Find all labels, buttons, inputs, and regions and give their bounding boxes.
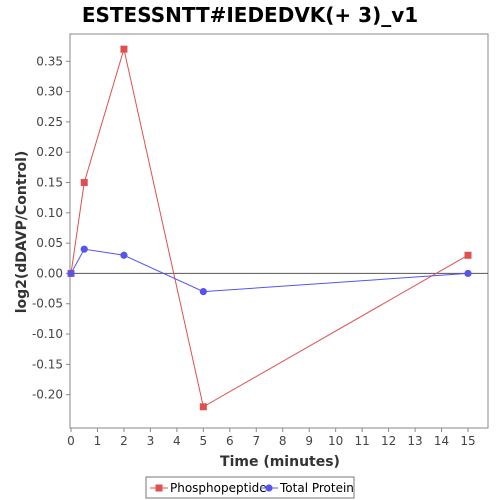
chart-title: ESTESSNTT#IEDEDVK(+ 3)_v1 [82, 3, 418, 27]
legend-marker [265, 484, 273, 492]
x-tick-label: 11 [354, 434, 369, 448]
data-point [464, 269, 472, 278]
x-tick-label: 5 [200, 434, 208, 448]
x-tick-label: 2 [120, 434, 128, 448]
y-axis: -0.20 -0.15 -0.10 -0.05 0.00 0.05 0.10 0.15 0.20… [32, 54, 70, 402]
x-tick-label: 3 [147, 434, 155, 448]
y-tick-label: -0.15 [32, 357, 63, 371]
legend-box [145, 476, 355, 499]
y-tick-label: 0.20 [36, 145, 63, 159]
x-tick-label: 0 [67, 434, 75, 448]
y-tick-label: -0.20 [32, 388, 63, 402]
legend-marker [155, 484, 163, 492]
data-point [464, 251, 472, 259]
y-tick-label: 0.10 [36, 206, 63, 220]
x-tick-label: 14 [434, 434, 449, 448]
data-point [199, 288, 207, 296]
x-tick-label: 1 [94, 434, 102, 448]
y-axis-label: log2(dDAVP/Control) [14, 151, 30, 314]
x-tick-label: 4 [173, 434, 181, 448]
x-tick-label: 9 [305, 434, 313, 448]
data-point [199, 403, 207, 411]
y-tick-label: -0.05 [32, 297, 63, 311]
data-point [120, 45, 128, 53]
x-tick-label: 15 [460, 434, 475, 448]
legend-label: Total Protein [279, 481, 354, 495]
x-axis-label: Time (minutes) [220, 454, 340, 470]
data-point [67, 269, 75, 278]
y-tick-label: 0.25 [36, 115, 63, 129]
x-tick-label: 8 [279, 434, 287, 448]
data-point [80, 179, 88, 187]
y-tick-label: 0.30 [36, 85, 63, 99]
y-tick-label: 0.35 [36, 54, 63, 68]
x-tick-label: 13 [407, 434, 422, 448]
x-tick-label: 12 [381, 434, 396, 448]
legend: Phosphopeptide Total Protein [145, 476, 355, 499]
series-layer [67, 45, 472, 411]
x-tick-label: 10 [328, 434, 343, 448]
y-tick-label: 0.05 [36, 236, 63, 250]
y-tick-label: 0.15 [36, 176, 63, 190]
y-tick-label: -0.10 [32, 327, 63, 341]
x-tick-label: 7 [252, 434, 260, 448]
x-axis: 0 1 2 3 4 5 6 7 8 9 10 11 12 13 14 15 [67, 428, 476, 448]
series-1 [67, 245, 472, 296]
y-tick-label: 0.00 [36, 266, 63, 280]
data-point [120, 251, 128, 259]
plot-area [69, 33, 489, 429]
legend-label: Phosphopeptide [170, 481, 267, 495]
data-point [80, 245, 88, 253]
x-tick-label: 6 [226, 434, 234, 448]
